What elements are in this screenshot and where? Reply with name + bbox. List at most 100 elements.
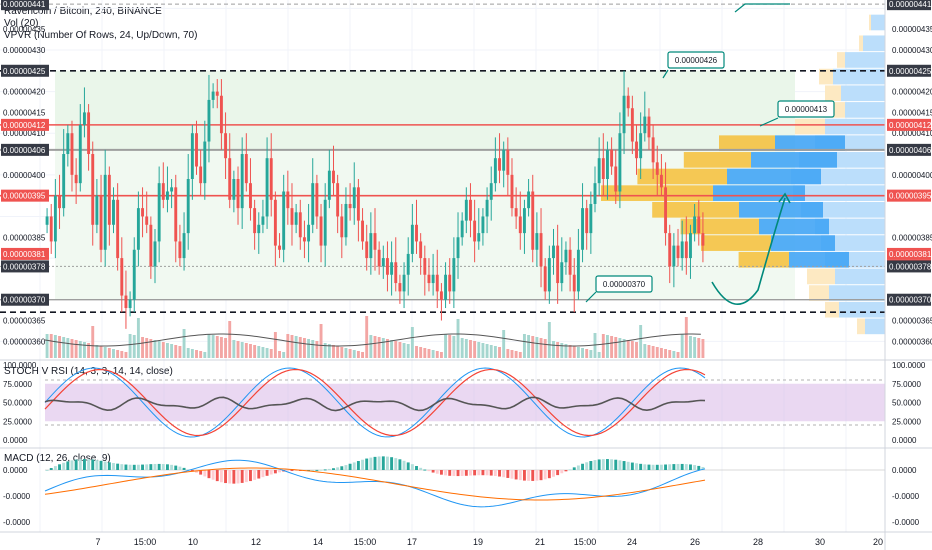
- macd-histogram-bar: [651, 464, 655, 470]
- candle-body: [178, 241, 182, 259]
- macd-histogram-bar: [219, 470, 223, 483]
- candle-body: [170, 187, 174, 192]
- macd-histogram-bar: [124, 464, 128, 470]
- callout-box: [777, 100, 835, 118]
- candle-body: [244, 154, 248, 184]
- candle-body: [116, 199, 120, 259]
- volume-bar: [136, 318, 140, 358]
- candle-body: [477, 233, 481, 242]
- callout-pointer: [662, 69, 669, 79]
- macd-histogram-bar: [664, 464, 668, 470]
- macd-histogram-bar: [174, 465, 178, 470]
- macd-histogram-bar: [157, 463, 161, 470]
- candle-body: [174, 187, 178, 242]
- candle-body: [576, 249, 580, 292]
- volume-bar: [489, 345, 493, 358]
- macd-histogram-bar: [668, 464, 672, 470]
- price-tick-left: 0.00000420: [3, 88, 46, 97]
- price-tick-right: 0.00000415: [892, 108, 932, 117]
- macd-histogram-bar: [232, 470, 236, 484]
- price-tag-right: 0.00000412: [889, 121, 932, 130]
- volume-bar: [676, 352, 680, 358]
- volume-bar: [74, 340, 78, 358]
- candle-body: [70, 133, 74, 175]
- volume-bar: [576, 347, 580, 358]
- callout-box: [595, 275, 653, 293]
- volume-bar: [282, 352, 286, 358]
- candle-body: [522, 208, 526, 234]
- candle-body: [398, 283, 402, 292]
- time-tick: 10: [188, 537, 198, 547]
- macd-histogram-bar: [659, 464, 663, 470]
- volume-bar: [680, 334, 684, 358]
- vpvr-row-poc-up: [775, 135, 845, 152]
- macd-histogram-bar: [514, 470, 518, 480]
- macd-histogram-bar: [556, 470, 560, 476]
- macd-histogram-bar: [493, 470, 497, 476]
- macd-histogram-bar: [386, 456, 389, 470]
- volume-profile: [601, 14, 885, 335]
- vpvr-row-down: [825, 301, 839, 318]
- candle-body: [655, 162, 659, 175]
- macd-histogram-bar: [415, 466, 418, 470]
- vpvr-row-up: [793, 185, 885, 201]
- volume-bar: [120, 351, 124, 358]
- stoch-tick-right: 25.0000: [892, 417, 921, 426]
- macd-histogram-bar: [253, 470, 257, 480]
- candle-body: [606, 149, 609, 179]
- macd-histogram-bar: [182, 467, 186, 470]
- vpvr-row-up: [825, 118, 885, 135]
- volume-bar: [228, 321, 232, 358]
- candle-body: [460, 220, 464, 238]
- volume-bar: [659, 348, 663, 358]
- vpvr-row-down: [825, 85, 841, 102]
- macd-histogram-bar: [539, 470, 543, 481]
- candle-body: [219, 95, 223, 134]
- macd-histogram-bar: [178, 466, 182, 470]
- price-tick-left: 0.00000385: [3, 233, 46, 242]
- volume-bar: [510, 350, 514, 358]
- macd-histogram-bar: [614, 459, 618, 470]
- projection-curve: [711, 197, 786, 306]
- volume-bar: [327, 344, 331, 358]
- volume-bar: [323, 343, 327, 358]
- volume-bar: [178, 346, 182, 358]
- volume-bar: [244, 343, 248, 358]
- vpvr-legend: VPVR (Number Of Rows, 24, Up/Down, 70): [4, 30, 198, 41]
- volume-bar: [207, 334, 211, 358]
- vpvr-row-poc-up: [789, 251, 849, 268]
- macd-histogram-bar: [452, 470, 456, 477]
- stoch-tick-right: 50.0000: [892, 399, 921, 408]
- price-tag-left: 0.00000378: [3, 262, 46, 271]
- macd-histogram-bar: [597, 459, 601, 470]
- price-tag-right: 0.00000378: [889, 262, 932, 271]
- volume-bar: [348, 349, 352, 358]
- candle-body: [610, 149, 614, 167]
- price-tick-right: 0.00000420: [892, 88, 932, 97]
- macd-tick-left: 0.0000: [3, 466, 28, 475]
- vpvr-row-down: [719, 135, 775, 152]
- price-tick-left: 0.00000415: [3, 108, 46, 117]
- candle-body: [464, 199, 468, 221]
- macd-panel: [44, 456, 885, 508]
- callout-label: 0.00000370: [603, 280, 646, 289]
- candle-body: [448, 274, 452, 292]
- price-tick-right: 0.00000365: [892, 317, 932, 326]
- macd-histogram-bar: [161, 464, 165, 470]
- macd-signal-line: [44, 467, 706, 501]
- volume-bar: [655, 347, 659, 358]
- vpvr-row-down: [683, 152, 751, 168]
- stoch-tick-left: 0.0000: [3, 436, 28, 445]
- candle-body: [493, 158, 497, 184]
- price-tick-right: 0.00000430: [892, 46, 932, 55]
- macd-histogram-bar: [352, 462, 356, 470]
- volume-bar: [485, 344, 489, 358]
- volume-bar: [356, 351, 360, 358]
- vpvr-row-down: [837, 52, 845, 68]
- candle-body: [647, 116, 651, 138]
- upper-zone: [55, 70, 795, 150]
- candle-body: [473, 220, 477, 242]
- volume-bar: [448, 335, 452, 358]
- macd-histogram-bar: [336, 467, 340, 470]
